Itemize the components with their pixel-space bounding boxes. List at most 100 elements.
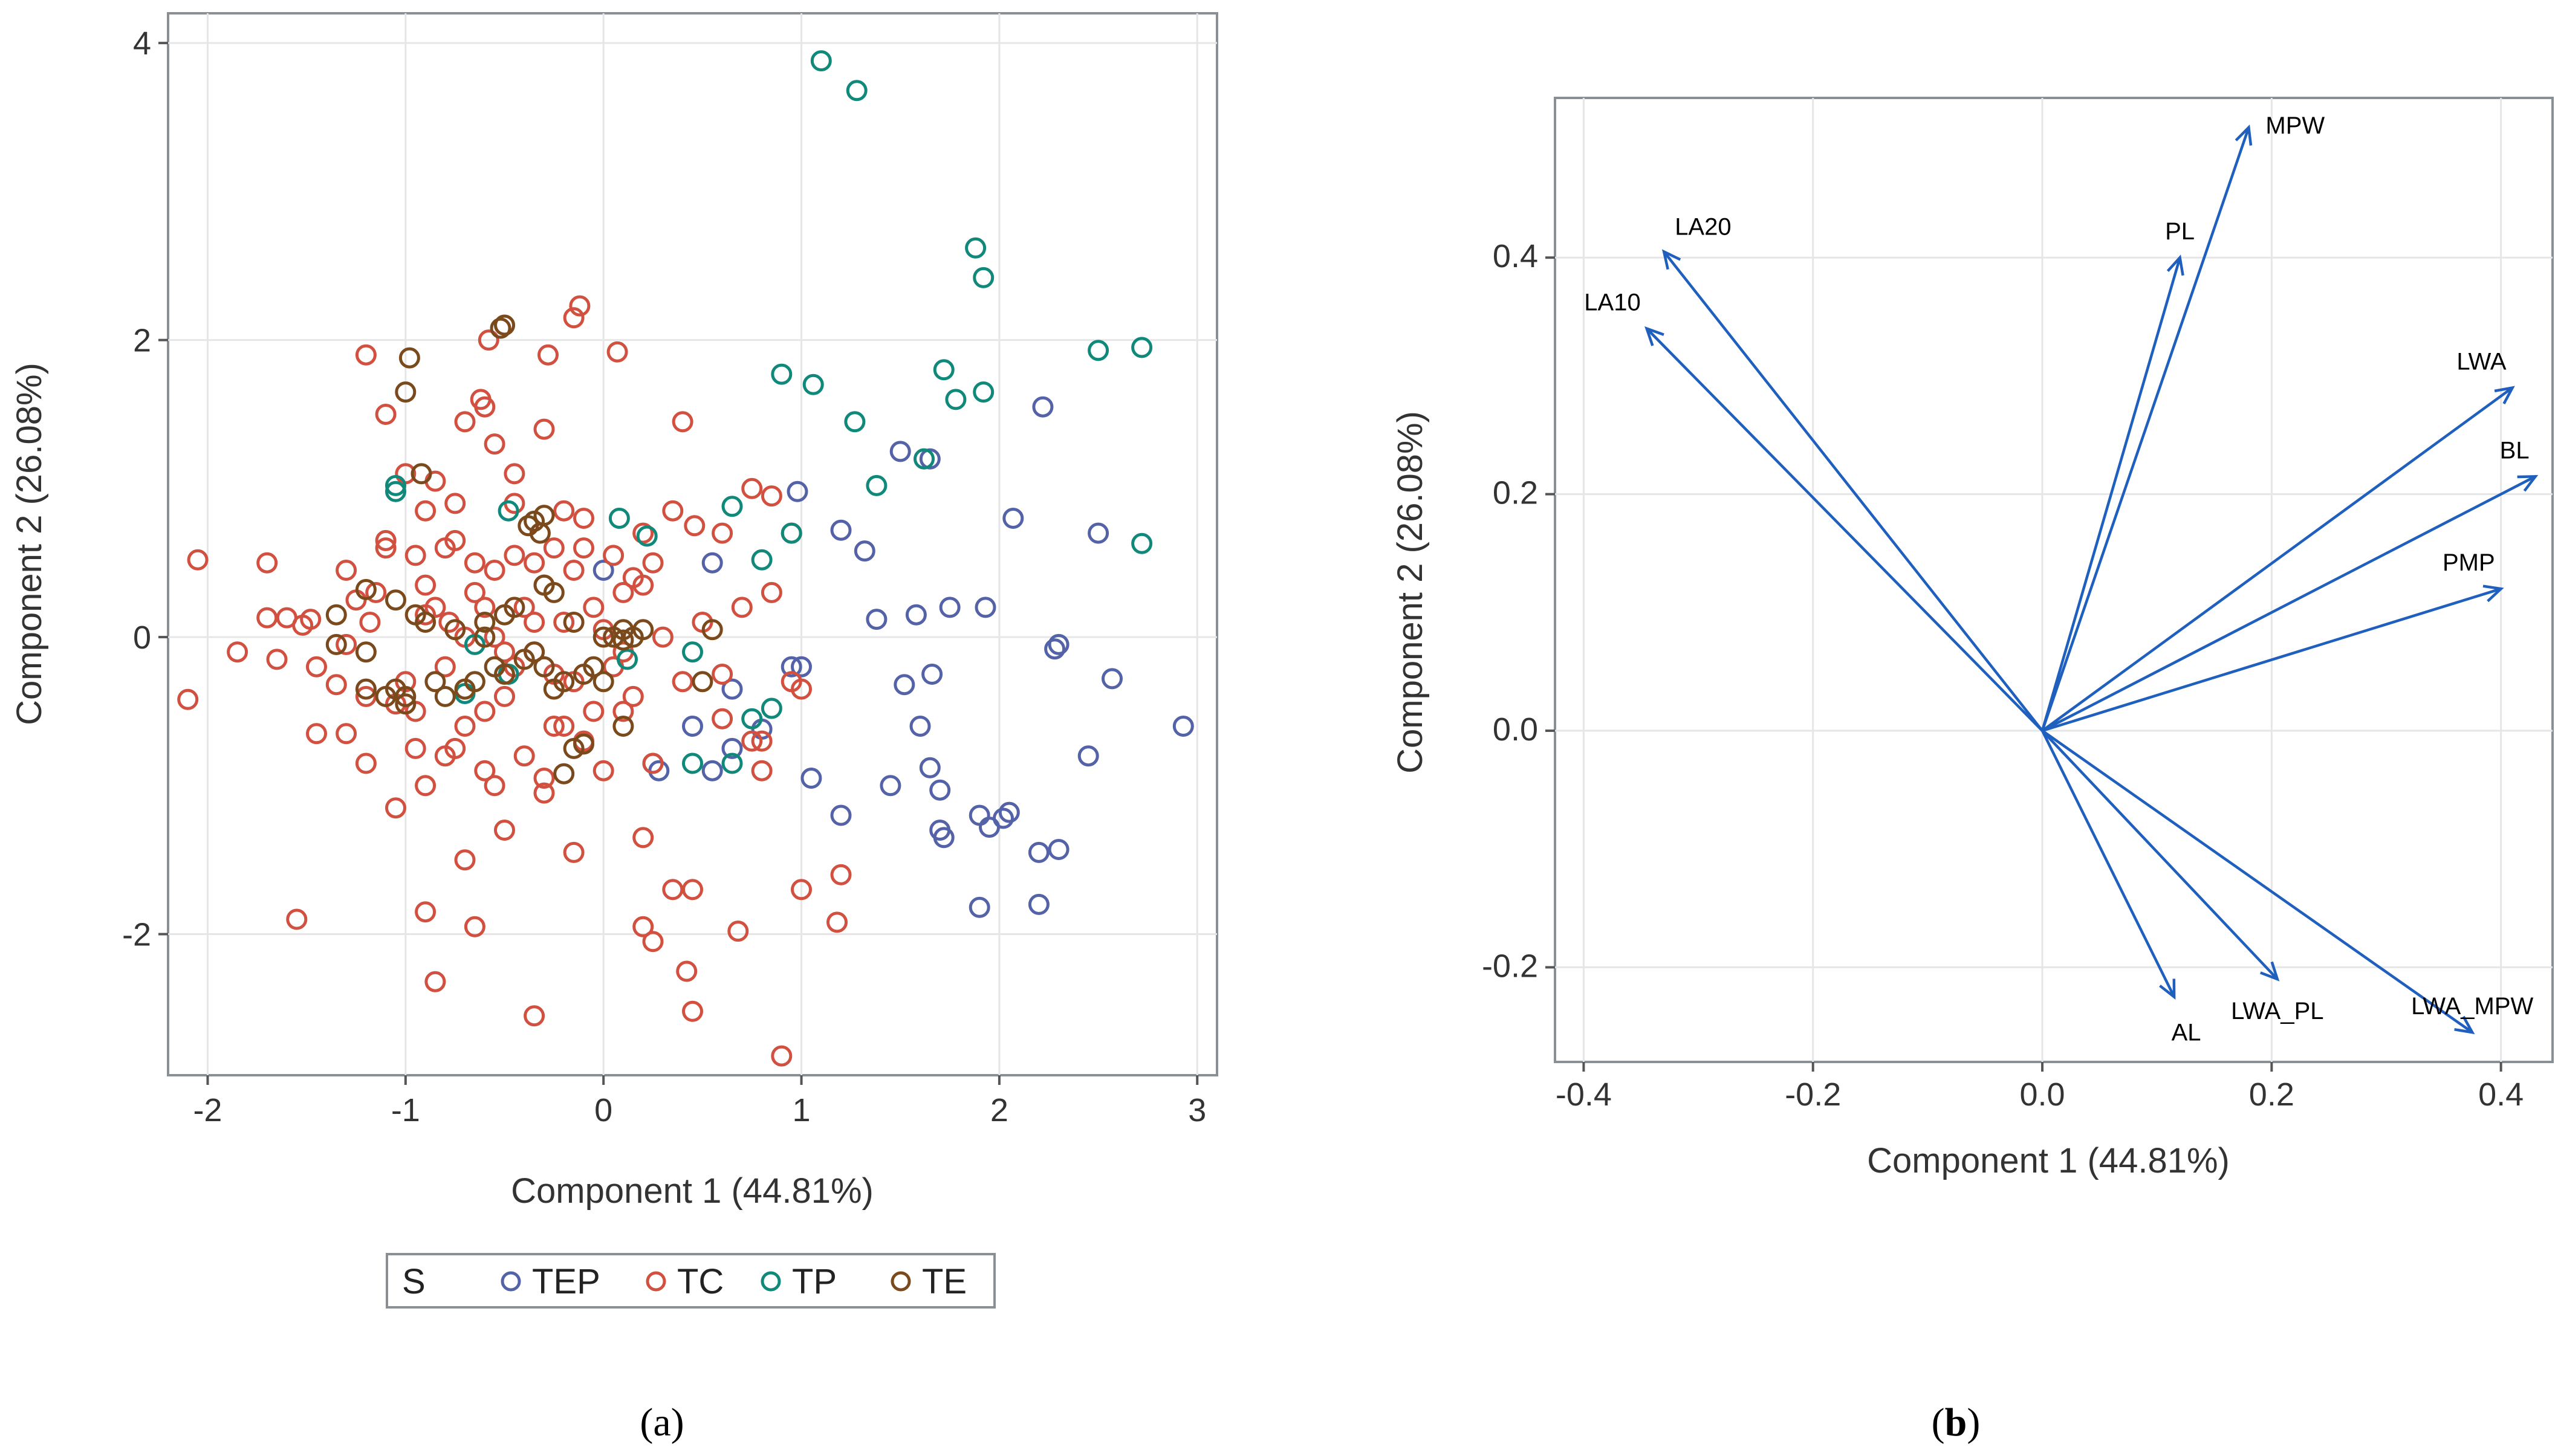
point-tc-94 — [662, 879, 684, 901]
point-tc-3 — [256, 552, 278, 574]
point-tep-0 — [592, 560, 614, 581]
point-tc-97 — [741, 730, 763, 752]
point-tp-12 — [914, 448, 935, 470]
point-tc-141 — [484, 433, 505, 455]
point-te-34 — [424, 671, 446, 693]
point-tep-5 — [919, 448, 941, 470]
vector-tick-label-x-3: 0.2 — [2249, 1076, 2294, 1113]
point-tp-24 — [682, 641, 703, 663]
point-tc-105 — [415, 775, 437, 797]
point-tc-45 — [652, 626, 674, 648]
point-tc-130 — [474, 597, 496, 618]
scatter-plot-panel-a: -2 -1 0 1 2 3 -2 0 2 4 Component 1 (44.81%) Compo… — [10, 12, 1218, 1445]
point-tp-4 — [1088, 340, 1109, 361]
scatter-y-axis-title: Component 2 (26.08%) — [10, 363, 49, 725]
point-tc-82 — [682, 1000, 703, 1022]
point-te-12 — [415, 612, 437, 633]
vector-label-lwa: LWA — [2456, 349, 2507, 375]
point-te-8 — [518, 515, 539, 537]
point-tp-7 — [802, 374, 824, 395]
point-te-19 — [592, 626, 614, 648]
point-tp-8 — [933, 359, 955, 381]
vector-label-mpw: MPW — [2265, 112, 2325, 139]
point-te-35 — [434, 685, 456, 707]
point-tc-83 — [727, 921, 749, 942]
point-te-44 — [553, 671, 575, 693]
point-tep-17 — [781, 656, 802, 678]
point-tc-17 — [375, 529, 397, 551]
vector-la10 — [1646, 328, 2043, 732]
vector-bl — [2042, 475, 2536, 733]
point-tep-6 — [1032, 396, 1054, 418]
point-tc-14 — [355, 685, 377, 707]
point-tc-36 — [553, 612, 575, 633]
point-te-16 — [504, 597, 525, 618]
tick-label-y-1: 0 — [133, 620, 151, 656]
tick-label-y-0: -2 — [122, 917, 151, 953]
point-tc-87 — [826, 911, 848, 933]
legend-label-tep: TEP — [532, 1262, 600, 1301]
point-tp-25 — [741, 708, 763, 730]
point-tc-60 — [569, 295, 591, 317]
legend-marker-te — [891, 1271, 911, 1292]
point-tep-28 — [933, 827, 955, 849]
point-tc-88 — [454, 849, 476, 871]
point-tc-35 — [543, 716, 565, 737]
point-tc-138 — [434, 537, 456, 559]
point-te-42 — [533, 656, 555, 678]
vector-x-axis-title: Component 1 (44.81%) — [1867, 1141, 2230, 1180]
point-te-29 — [355, 678, 377, 700]
point-te-2 — [398, 347, 420, 369]
point-tp-0 — [810, 50, 832, 72]
point-te-54 — [563, 612, 585, 633]
vector-plot-area — [1554, 97, 2554, 1063]
scatter-axis-ticks: -2 -1 0 1 2 3 -2 0 2 4 — [122, 25, 1206, 1128]
point-tc-124 — [622, 567, 644, 589]
vector-la20 — [1663, 251, 2043, 732]
point-te-10 — [385, 589, 406, 611]
point-tep-26 — [830, 804, 852, 826]
point-tc-27 — [464, 581, 485, 603]
point-te-25 — [701, 619, 723, 641]
point-tc-81 — [676, 960, 698, 982]
point-te-50 — [553, 763, 575, 785]
point-tep-7 — [1002, 508, 1024, 529]
point-te-18 — [543, 581, 565, 603]
point-tep-4 — [889, 441, 911, 462]
point-tc-43 — [622, 685, 644, 707]
point-tc-11 — [325, 674, 347, 696]
point-tp-1 — [846, 80, 868, 102]
point-tep-21 — [909, 716, 931, 737]
panel-label-b: (b) — [1932, 1400, 1981, 1445]
vector-mpw — [2040, 127, 2250, 731]
point-tep-39 — [701, 760, 723, 781]
point-tc-29 — [484, 626, 505, 648]
arrowhead-mpw — [2235, 124, 2253, 146]
point-tep-9 — [866, 609, 888, 630]
vector-label-pmp: PMP — [2443, 549, 2495, 576]
scatter-x-axis-title: Component 1 (44.81%) — [511, 1171, 874, 1211]
point-tp-16 — [751, 549, 773, 571]
tick-label-x-1: -1 — [391, 1092, 420, 1128]
point-tc-102 — [355, 752, 377, 774]
point-tc-22 — [424, 597, 446, 618]
scatter-gridlines — [168, 13, 1217, 1075]
vector-axis-ticks: -0.4 -0.2 0.0 0.2 0.4 -0.2 0.0 0.2 0.4 — [1482, 238, 2524, 1113]
vector-al — [2041, 730, 2176, 998]
loading-vectors: MPW LA20 PL LA10 LWA BL PMP AL LWA_PL LWA_MPW — [1584, 112, 2539, 1046]
point-tc-30 — [494, 685, 515, 707]
vector-tick-label-x-0: -0.4 — [1556, 1076, 1612, 1113]
point-tep-14 — [1048, 633, 1070, 655]
point-te-1 — [490, 317, 511, 339]
point-tep-18 — [791, 656, 812, 678]
panel-label-a: (a) — [640, 1400, 684, 1445]
point-tc-9 — [306, 656, 327, 678]
point-tc-74 — [286, 908, 308, 930]
point-tc-93 — [632, 827, 654, 849]
arrowhead-la20 — [1661, 249, 1681, 270]
point-tc-12 — [336, 633, 357, 655]
point-tc-51 — [761, 581, 782, 603]
tick-label-x-3: 1 — [793, 1092, 811, 1128]
point-tp-27 — [721, 752, 743, 774]
point-tc-38 — [573, 537, 594, 559]
